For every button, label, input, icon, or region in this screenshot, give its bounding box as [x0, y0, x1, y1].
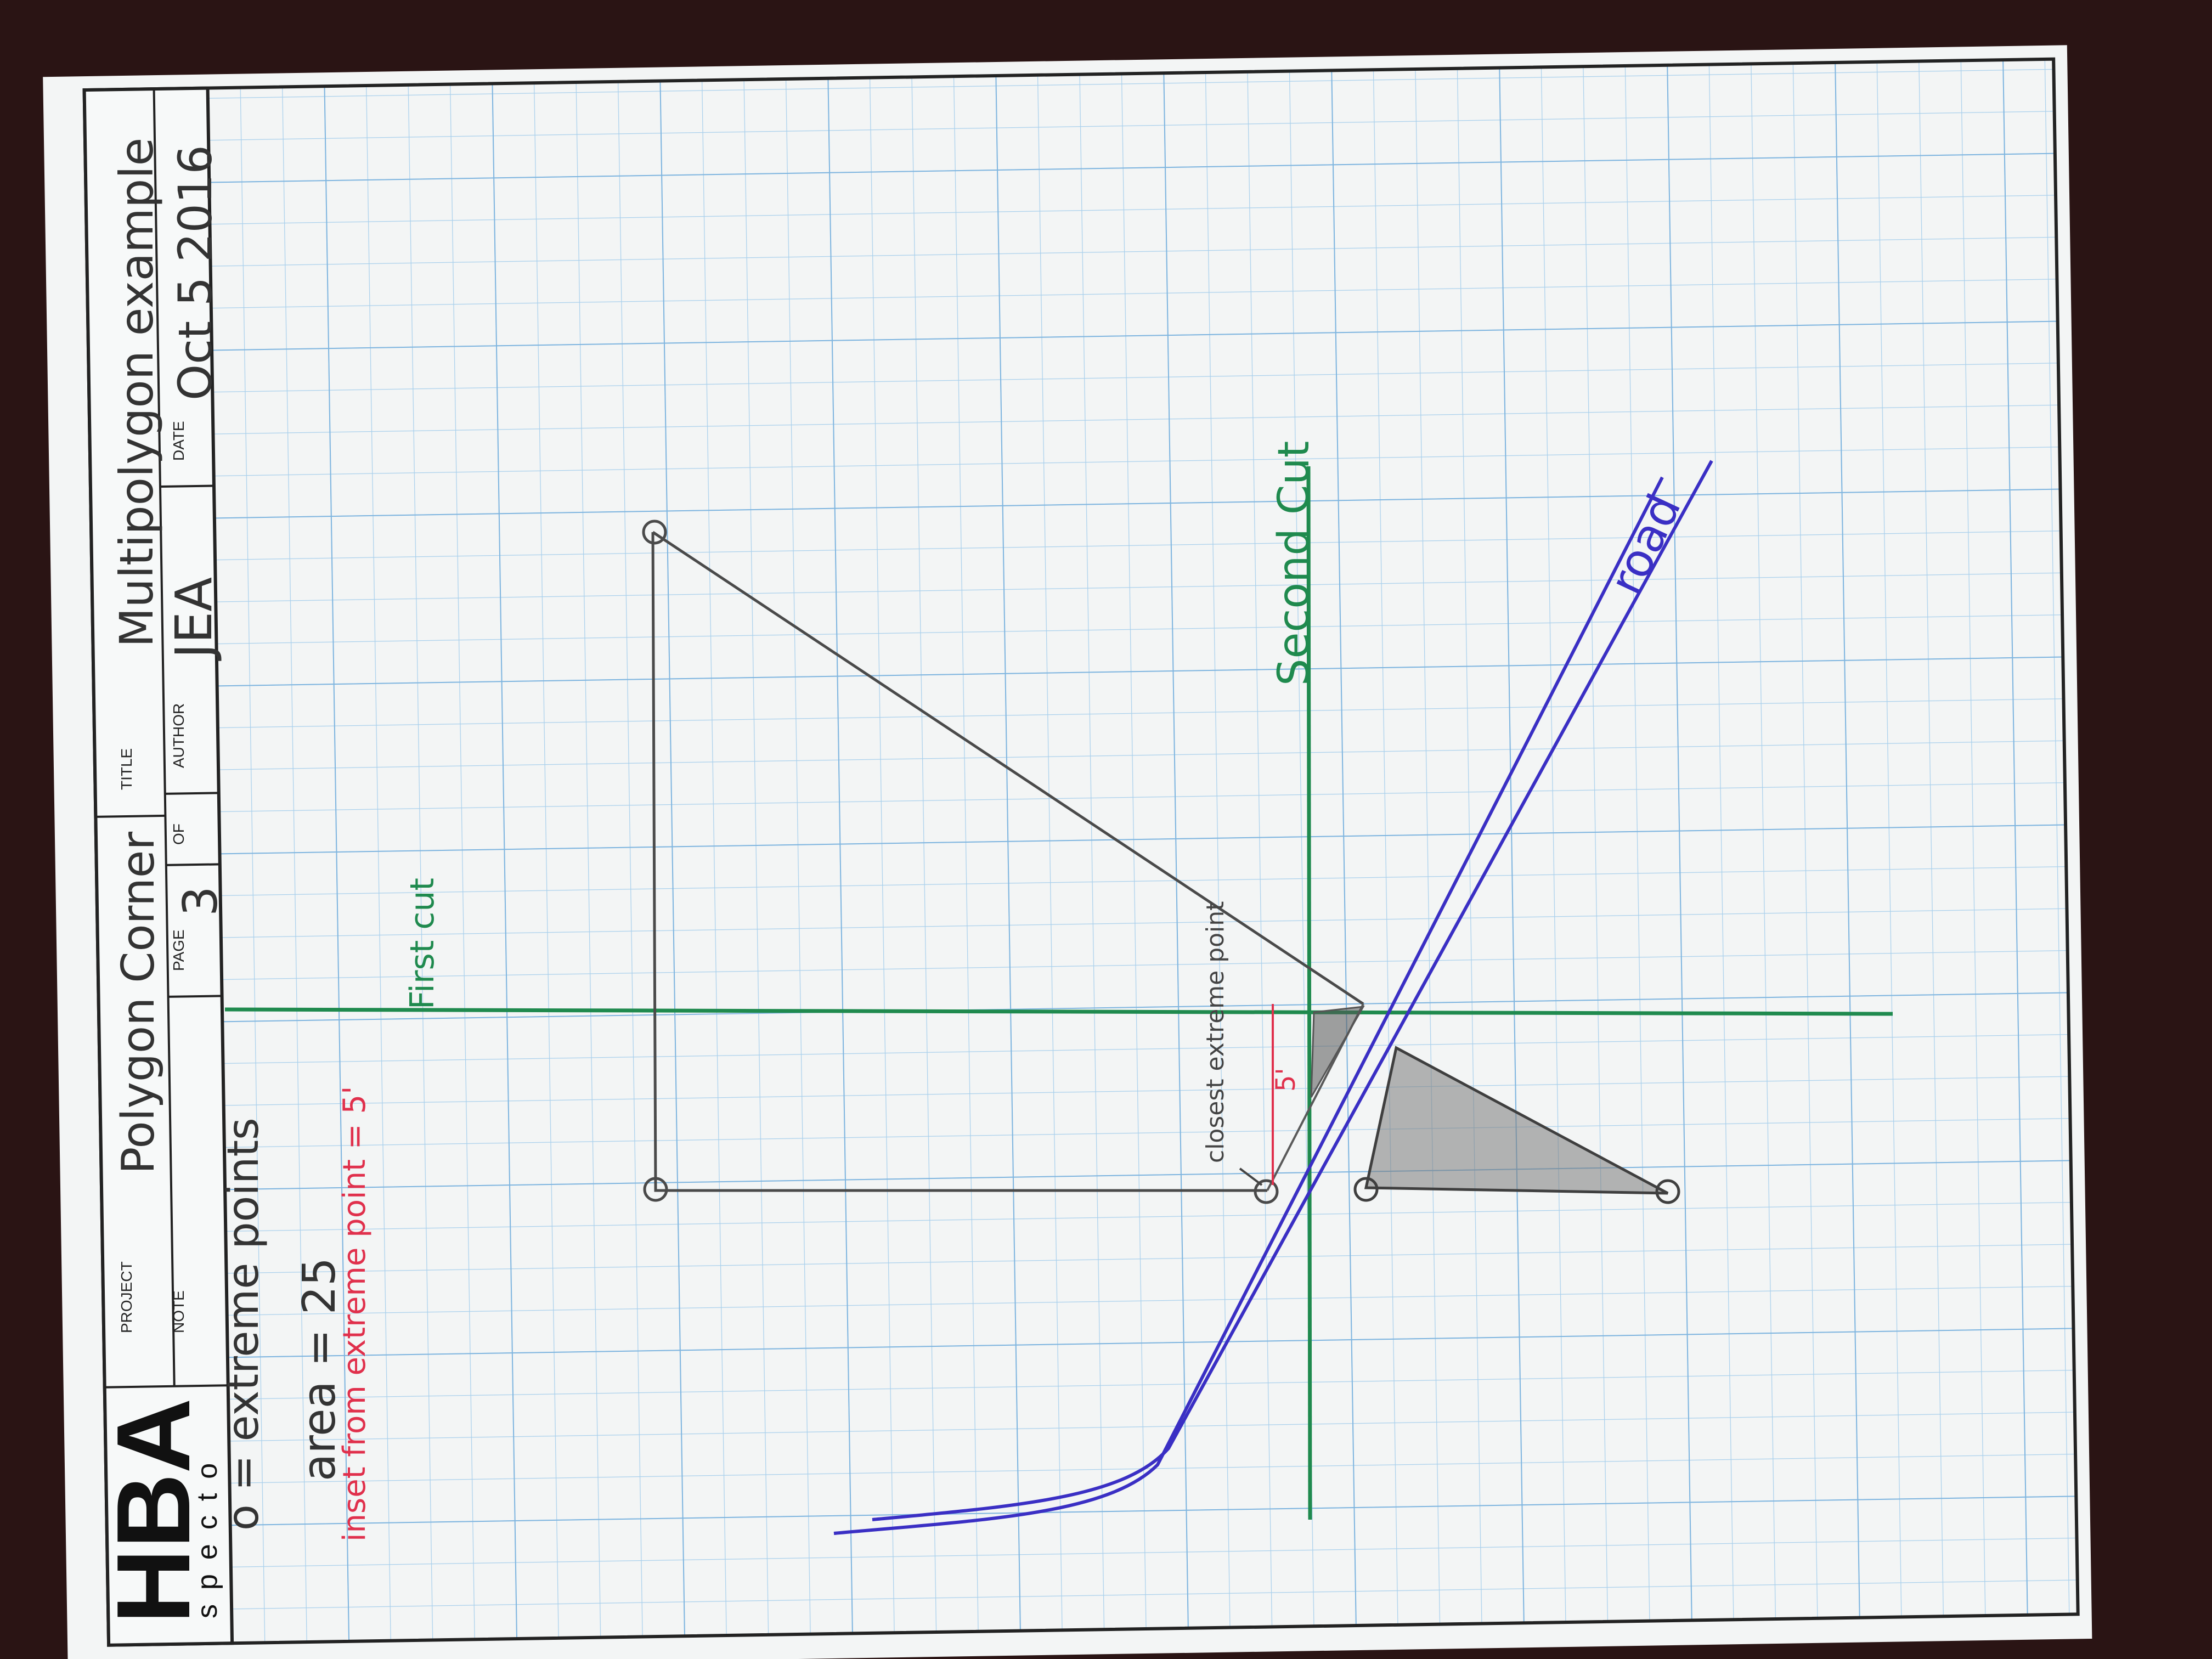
extreme-point-top — [642, 520, 667, 545]
polygon-2 — [1353, 1046, 1680, 1204]
author-value: JEA — [165, 577, 223, 661]
polygon-1 — [642, 520, 1365, 1204]
second-cut-line — [1306, 466, 1312, 1520]
first-cut-line — [224, 1007, 1893, 1016]
paper-sheet — [43, 45, 2092, 1659]
closest-label: closest extreme point — [1201, 901, 1229, 1163]
note-label: NOTE — [170, 1290, 187, 1333]
first-cut-label: First cut — [403, 878, 442, 1009]
title-label: TITLE — [118, 748, 135, 790]
date-label: DATE — [170, 421, 187, 461]
page-label: PAGE — [170, 929, 187, 971]
extreme-point-2b — [1655, 1179, 1680, 1204]
title-block — [82, 86, 234, 1647]
polygon-1-shaded-corner — [1310, 1006, 1365, 1098]
extreme-point-left — [643, 1177, 668, 1202]
of-label: OF — [170, 823, 187, 845]
second-cut-label: Second Cut — [1269, 441, 1319, 686]
author-label: AUTHOR — [170, 703, 187, 768]
legend-note: o = extreme points — [219, 1118, 268, 1531]
closest-annotation: closest extreme point 5' — [1201, 901, 1301, 1186]
notes: o = extreme points area = 25 inset from … — [219, 1086, 373, 1542]
extreme-point-2a — [1353, 1177, 1379, 1202]
title-value: Multipolygon example — [110, 138, 163, 647]
logo: HBA — [95, 1398, 212, 1624]
area-note: area = 25 — [294, 1257, 346, 1481]
project-value: Polygon Corner — [112, 832, 165, 1174]
logo-sub: specto — [191, 1449, 223, 1618]
project-label: PROJECT — [118, 1261, 135, 1333]
closest-extreme-point — [1254, 1179, 1279, 1204]
date-value: Oct 5 2016 — [168, 145, 222, 400]
inset-note: inset from extreme point = 5' — [337, 1086, 373, 1542]
page-value: 3 — [173, 886, 228, 916]
dimension-label: 5' — [1271, 1068, 1301, 1092]
title-block-text: HBA specto PROJECT Polygon Corner TITLE … — [95, 138, 228, 1624]
cut-lines: First cut Second Cut — [224, 441, 1893, 1520]
